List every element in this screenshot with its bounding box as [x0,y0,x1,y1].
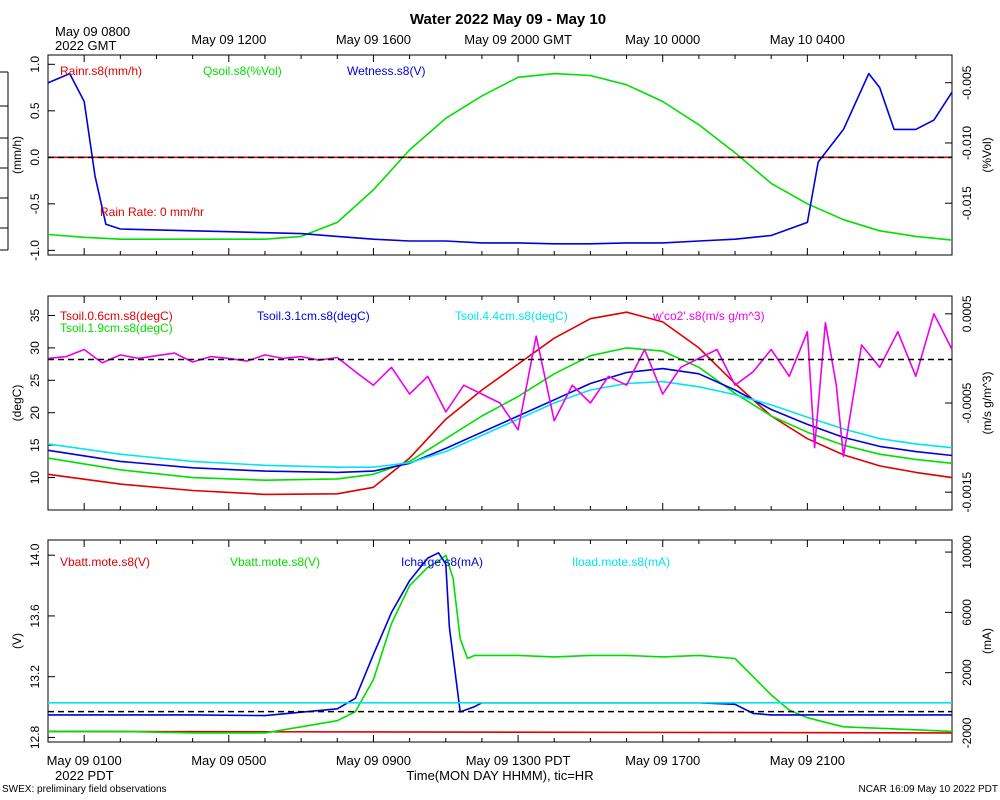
plot-frame [47,54,953,256]
y-left-tick-label: 12.8 [28,725,42,749]
legend-entry: w'co2'.s8(m/s g/m^3) [652,309,765,323]
legend-entry: Vbatt.mote.s8(V) [230,555,320,569]
y-left-tick-label: 13.2 [28,665,42,689]
footer-source-note: SWEX: preliminary field observations [2,784,167,795]
y-right-tick-label: -2000 [960,717,974,748]
y-left-axis-label: (degC) [10,385,24,422]
y-left-tick-label: -1.0 [28,240,42,261]
legend-entry: Tsoil.3.1cm.s8(degC) [257,309,370,323]
series-line [47,72,953,241]
y-right-axis-label: (mA) [980,628,994,654]
y-left-tick-label: 13.6 [28,604,42,628]
y-left-tick-label: 15 [28,438,42,452]
series-line [47,312,953,458]
power-panel: 14.0 13.6 13.2 12.8 10000 6000 2000 -2000 (V) (mA… [10,535,994,749]
top-time-label: May 09 2000 GMT [464,32,572,47]
y-left-tick-label: 14.0 [28,543,42,567]
top-left-time-sub: 2022 GMT [55,38,116,53]
y-left-tick-label: -0.5 [28,193,42,214]
legend-entry: Iload.mote.s8(mA) [572,555,670,569]
legend-entry: Rainr.s8(mm/h) [60,64,142,78]
y-left-tick-label: 0.5 [28,102,42,119]
series-line [48,551,952,717]
legend-entry: Wetness.s8(V) [347,64,425,78]
footer-timestamp: NCAR 16:09 May 10 2022 PDT [858,784,998,795]
bottom-left-time-sub: 2022 PDT [55,768,114,783]
bottom-time-axis-labels: May 09 0100 May 09 0500 May 09 0900 May 09 … [47,753,845,768]
bottom-time-label: May 09 0100 [47,753,122,768]
soil-temperature-panel: 35 30 25 20 15 10 0.0005 -0.0005 -0.0015 (degC) (m… [10,295,994,512]
y-right-tick-label: -0.005 [960,65,974,99]
y-left-tick-label: 0.0 [28,149,42,166]
y-right-tick-label: 10000 [960,535,974,569]
series-line [48,554,953,734]
bottom-time-label: May 09 1700 [625,753,700,768]
y-left-tick-label: 25 [28,373,42,387]
legend-entry: Tsoil.0.6cm.s8(degC) [60,309,173,323]
series-line [47,311,953,496]
bottom-time-label: May 09 1300 PDT [466,753,571,768]
chart-title: Water 2022 May 09 - May 10 [410,11,606,28]
y-left-tick-label: 30 [28,341,42,355]
legend-entry: Tsoil.4.4cm.s8(degC) [455,309,568,323]
legend-entry: Qsoil.s8(%Vol) [203,64,282,78]
y-left-tick-label: 20 [28,406,42,420]
legend-entry: Vbatt.mote.s8(V) [60,555,150,569]
y-right-tick-label: 0.0005 [960,295,974,332]
y-right-tick-label: -0.0015 [960,471,974,512]
series-line [47,347,953,482]
bottom-time-label: May 09 0900 [336,753,411,768]
top-time-label: May 10 0000 [625,32,700,47]
y-right-tick-label: 6000 [960,599,974,626]
left-edge-legend-stub [0,71,9,251]
bottom-time-label: May 09 0500 [191,753,266,768]
y-right-axis-label: (m/s g/m^3) [980,372,994,435]
top-time-label: May 09 1200 [191,32,266,47]
y-left-axis-label: (V) [10,633,24,649]
bottom-time-label: May 09 2100 [770,753,845,768]
legend-entry: Tsoil.1.9cm.s8(degC) [60,321,173,335]
series-line [47,72,953,245]
y-left-tick-label: 1.0 [28,56,42,73]
legend-entry: Icharge.s8(mA) [401,555,483,569]
top-time-label: May 09 0800 [55,24,130,39]
x-axis-label: Time(MON DAY HHMM), tic=HR [406,768,593,783]
y-left-tick-label: 35 [28,308,42,322]
y-right-axis-label: (%Vol) [980,137,994,172]
rain-rate-annotation: Rain Rate: 0 mm/hr [100,205,204,219]
plot-frame [47,539,953,743]
y-right-tick-label: -0.010 [960,126,974,160]
series-line [47,730,953,734]
y-right-tick-label: -0.015 [960,186,974,220]
top-time-axis-labels: May 09 0800 May 09 1200 May 09 1600 May 09 … [55,24,845,47]
y-right-tick-label: 2000 [960,659,974,686]
y-right-tick-label: -0.0005 [960,382,974,423]
water-panel: 1.0 0.5 0.0 -0.5 -1.0 -0.005 -0.010 -0.015 (mm/h… [10,54,994,261]
y-left-tick-label: 10 [28,471,42,485]
series-line [47,380,953,469]
top-time-label: May 10 0400 [770,32,845,47]
top-time-label: May 09 1600 [336,32,411,47]
y-left-axis-label: (mm/h) [10,136,24,174]
series-line [47,367,953,474]
